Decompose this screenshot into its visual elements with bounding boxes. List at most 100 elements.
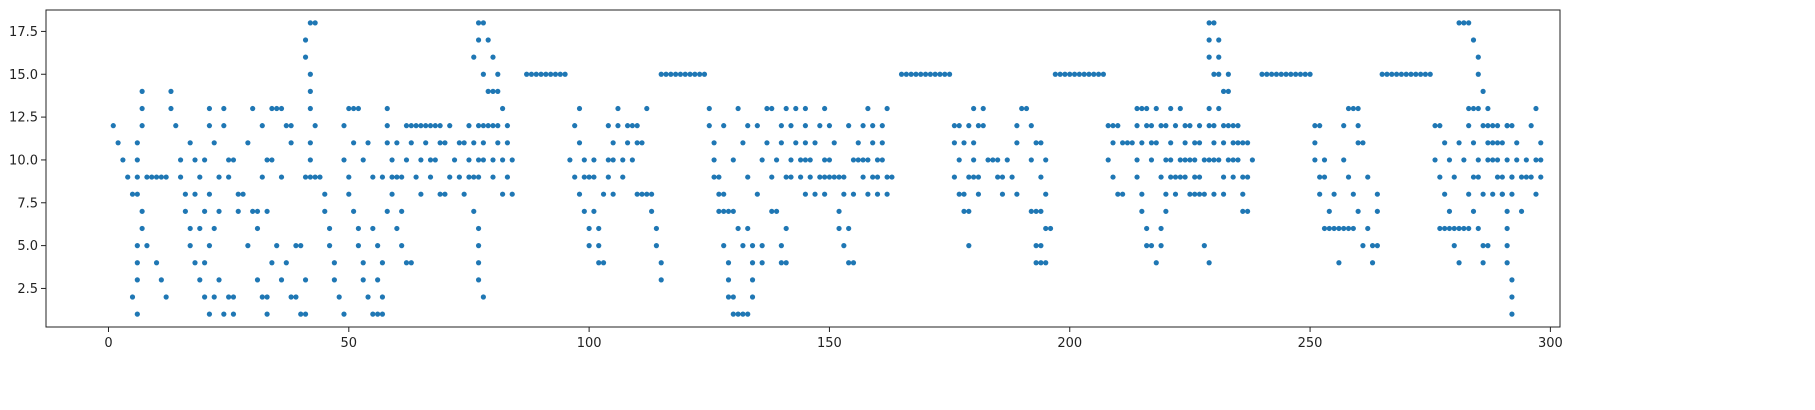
data-point — [1504, 225, 1510, 232]
data-point — [153, 174, 160, 180]
data-point — [168, 88, 174, 94]
data-point — [187, 225, 193, 232]
data-point — [1456, 225, 1462, 232]
data-point — [437, 123, 443, 129]
data-point — [783, 225, 789, 232]
data-point — [581, 208, 587, 214]
data-point — [375, 243, 381, 249]
data-point — [1509, 174, 1515, 180]
data-point — [173, 123, 179, 129]
data-point — [759, 157, 765, 163]
data-point — [1134, 123, 1140, 129]
data-point — [1086, 71, 1092, 77]
data-point — [202, 260, 208, 266]
data-point — [1240, 140, 1246, 146]
data-point — [269, 260, 275, 266]
data-point — [730, 294, 736, 300]
data-point — [197, 277, 203, 283]
data-point — [721, 243, 727, 249]
data-point — [1470, 37, 1477, 43]
data-point — [1052, 71, 1058, 77]
data-point — [394, 140, 400, 146]
data-point — [1023, 105, 1030, 112]
data-point — [1187, 123, 1193, 129]
data-point — [1355, 208, 1361, 214]
data-point — [1379, 71, 1385, 77]
data-point — [1047, 225, 1054, 232]
data-point — [139, 88, 145, 94]
data-point — [596, 243, 602, 249]
data-point — [1269, 71, 1275, 77]
data-point — [1504, 123, 1510, 129]
data-point — [658, 71, 664, 77]
data-point — [1153, 260, 1159, 266]
data-point — [1225, 157, 1231, 163]
data-point — [1461, 20, 1467, 26]
data-point — [1139, 208, 1145, 214]
data-point — [725, 277, 732, 283]
data-point — [1509, 277, 1515, 283]
data-point — [1331, 191, 1337, 197]
data-point — [706, 105, 712, 112]
data-point — [302, 174, 309, 180]
data-point — [307, 174, 313, 180]
data-point — [1038, 140, 1044, 146]
data-point — [1470, 208, 1477, 214]
data-point — [759, 243, 765, 249]
data-point — [1139, 140, 1145, 146]
data-point — [778, 123, 784, 129]
data-point — [788, 174, 794, 180]
data-point — [221, 311, 227, 317]
data-point — [1225, 123, 1231, 129]
data-point — [615, 123, 621, 129]
data-point — [427, 174, 434, 180]
data-point — [456, 174, 462, 180]
data-point — [1461, 157, 1467, 163]
data-point — [1148, 123, 1155, 129]
data-point — [1490, 191, 1496, 197]
data-point — [351, 208, 357, 214]
data-point — [576, 140, 583, 146]
data-point — [235, 191, 241, 197]
data-point — [1220, 88, 1227, 94]
data-point — [1278, 71, 1284, 77]
data-point — [480, 140, 486, 146]
data-point — [495, 140, 501, 146]
data-point — [264, 208, 270, 214]
data-point — [500, 191, 506, 197]
data-point — [1033, 208, 1039, 214]
data-point — [1321, 157, 1328, 163]
data-point — [1120, 191, 1126, 197]
data-point — [144, 174, 150, 180]
data-point — [1470, 140, 1477, 146]
data-point — [125, 174, 131, 180]
data-point — [1211, 20, 1217, 26]
data-point — [134, 174, 140, 180]
data-point — [1442, 140, 1448, 146]
data-point — [302, 37, 309, 43]
data-point — [355, 243, 362, 249]
data-point — [322, 191, 328, 197]
data-point — [711, 157, 717, 163]
data-point — [408, 140, 414, 146]
data-point — [1038, 208, 1044, 214]
data-point — [437, 191, 443, 197]
data-point — [182, 191, 188, 197]
data-point — [418, 191, 424, 197]
data-point — [1206, 20, 1212, 26]
data-point — [817, 174, 823, 180]
data-point — [749, 294, 756, 300]
data-point — [995, 174, 1001, 180]
data-point — [879, 123, 885, 129]
data-point — [442, 191, 448, 197]
data-point — [134, 277, 140, 283]
data-point — [1206, 123, 1212, 129]
data-point — [971, 174, 977, 180]
data-point — [812, 191, 818, 197]
data-point — [610, 157, 616, 163]
data-point — [278, 277, 285, 283]
data-point — [1076, 71, 1082, 77]
data-point — [687, 71, 693, 77]
data-point — [1345, 105, 1352, 112]
data-point — [346, 105, 352, 112]
